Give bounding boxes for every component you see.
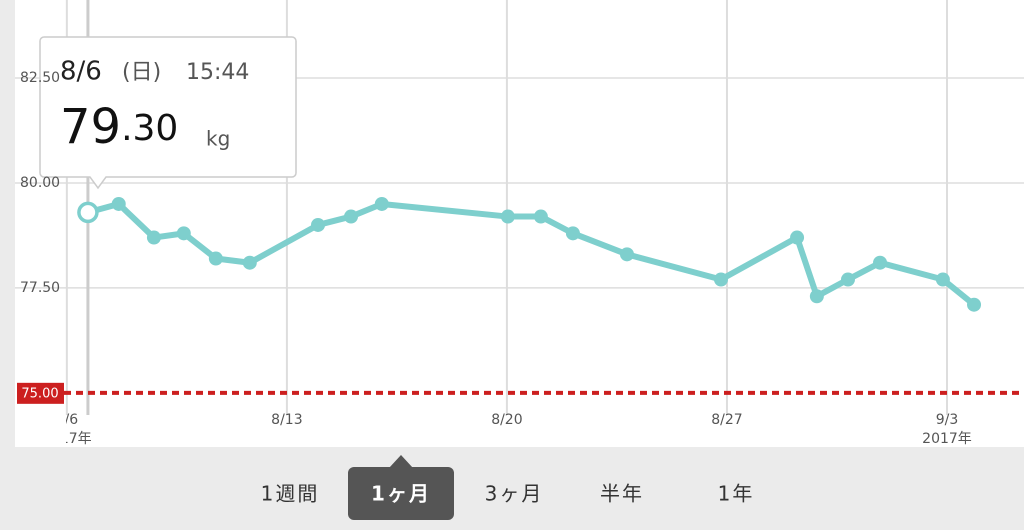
active-tab-pointer	[389, 455, 413, 468]
tab[interactable]: 1年	[718, 482, 755, 506]
tooltip-value: 79.30	[60, 99, 178, 155]
x-tick-label: 8/13	[271, 412, 302, 428]
data-point[interactable]	[713, 272, 728, 287]
data-point[interactable]	[809, 289, 824, 304]
data-point[interactable]	[840, 272, 855, 287]
data-point[interactable]	[311, 217, 326, 232]
target-label: 75.00	[21, 386, 58, 401]
data-point[interactable]	[620, 247, 635, 262]
y-tick-label: 77.50	[20, 280, 60, 296]
tooltip-time: 15:44	[186, 60, 249, 85]
x-tick-year: 2017年	[922, 431, 972, 447]
data-point[interactable]	[344, 209, 359, 224]
data-point[interactable]	[146, 230, 161, 245]
tooltip-unit: kg	[206, 127, 230, 151]
data-point[interactable]	[873, 255, 888, 270]
x-tick-year: 2017年	[42, 431, 92, 447]
target-label-box	[17, 382, 64, 404]
tooltip-weekday: (日)	[122, 60, 161, 85]
data-point[interactable]	[111, 196, 126, 211]
data-point[interactable]	[533, 209, 548, 224]
data-point[interactable]	[967, 297, 982, 312]
tab[interactable]: 3ヶ月	[485, 482, 544, 506]
data-point[interactable]	[790, 230, 805, 245]
tab[interactable]: 1週間	[261, 482, 320, 506]
data-point[interactable]	[565, 226, 580, 241]
tab[interactable]: 半年	[600, 482, 644, 506]
data-point[interactable]	[208, 251, 223, 266]
data-point[interactable]	[935, 272, 950, 287]
tooltip-box	[39, 36, 297, 190]
active-tab[interactable]: 1ヶ月	[371, 482, 431, 506]
data-point[interactable]	[242, 255, 257, 270]
y-tick-label: 80.00	[20, 175, 60, 191]
data-point[interactable]	[500, 209, 515, 224]
x-tick-label: 8/6	[56, 412, 79, 428]
x-tick-label: 8/20	[491, 412, 522, 428]
x-tick-label: 8/27	[711, 412, 742, 428]
tooltip-date: 8/6	[60, 57, 102, 87]
data-point[interactable]	[374, 196, 389, 211]
data-point[interactable]	[176, 226, 191, 241]
active-tab-bg	[348, 467, 454, 520]
selected-point[interactable]	[77, 201, 99, 224]
x-tick-label: 9/3	[936, 412, 959, 428]
tooltip: 8/6 (日) 15:44 79.30 kg	[39, 36, 297, 190]
y-tick-label: 82.50	[20, 70, 60, 86]
tab-bar: 1週間 1ヶ月 3ヶ月 半年 1年	[261, 455, 755, 520]
